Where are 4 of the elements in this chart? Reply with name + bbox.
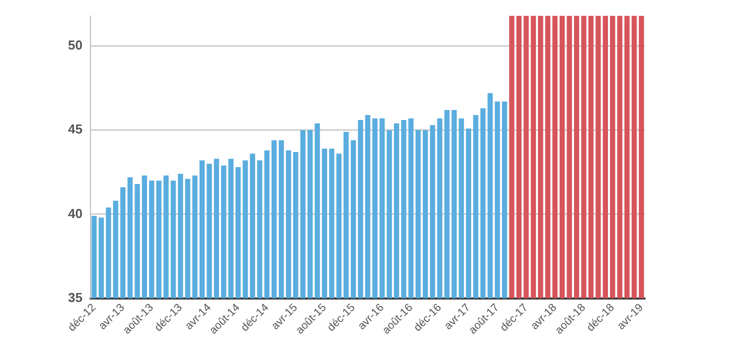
y-tick-label: 35 <box>68 290 82 305</box>
y-tick-label: 45 <box>68 122 82 137</box>
y-tick-label: 40 <box>68 206 82 221</box>
y-tick-label: 50 <box>68 38 82 53</box>
